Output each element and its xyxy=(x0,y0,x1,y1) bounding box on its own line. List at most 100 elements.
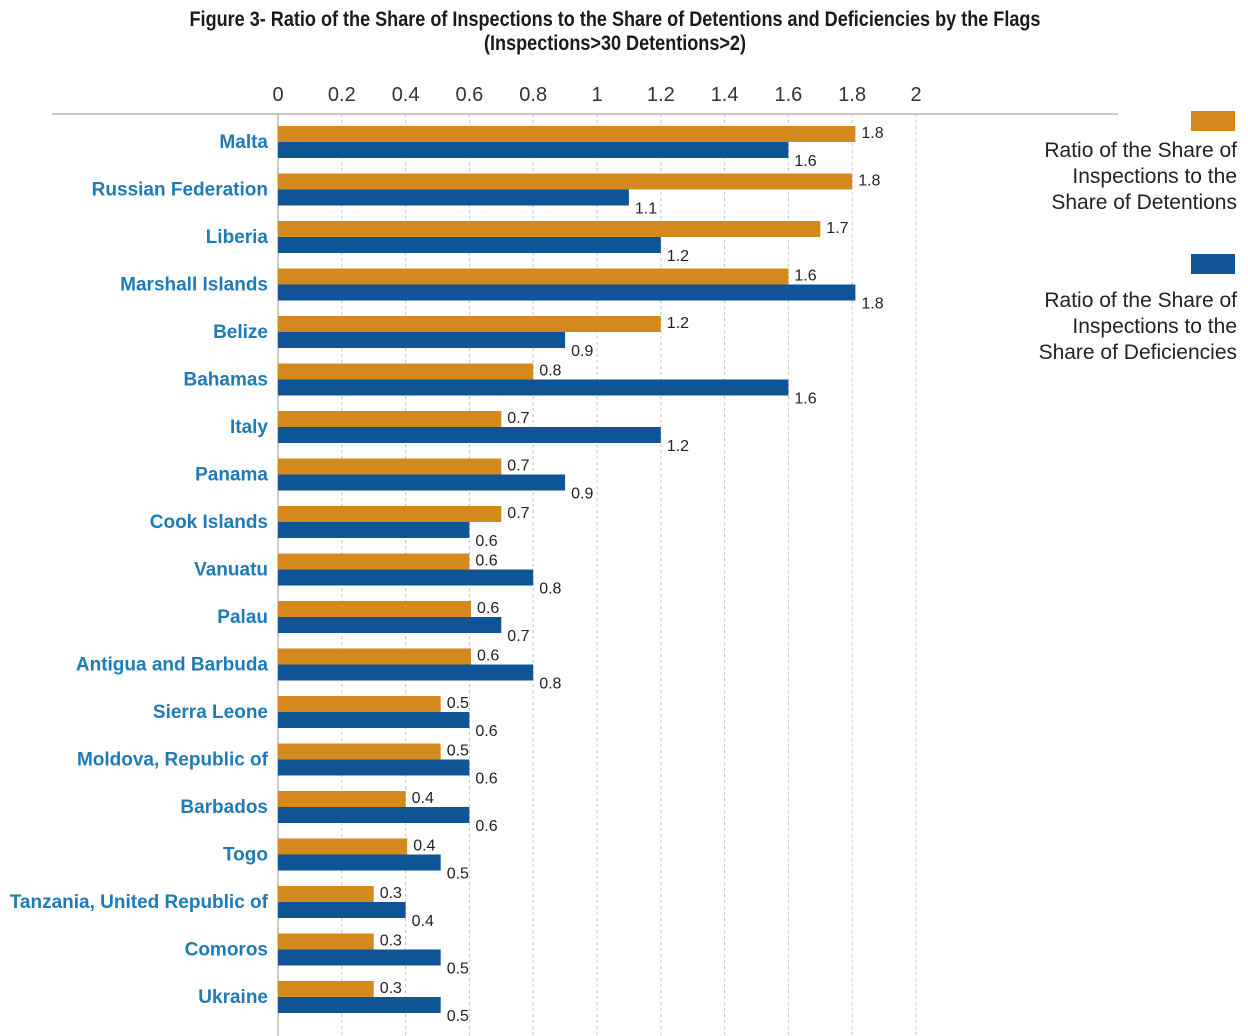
data-label: 0.4 xyxy=(412,790,434,807)
x-tick-label: 1 xyxy=(591,84,602,106)
category-label: Malta xyxy=(219,132,268,153)
category-label: Moldova, Republic of xyxy=(77,750,269,771)
bar-deficiencies xyxy=(278,522,470,538)
category-label: Vanuatu xyxy=(194,560,268,581)
data-label: 0.5 xyxy=(447,695,469,712)
labels: Malta 1.8 1.6 Russian Federation 1.8 1.1 Liber… xyxy=(10,125,884,1025)
data-label: 1.6 xyxy=(794,153,816,170)
bar-deficiencies xyxy=(278,379,789,396)
bar-deficiencies xyxy=(278,427,661,443)
category-label: Antigua and Barbuda xyxy=(76,655,269,676)
bar-deficiencies xyxy=(278,807,470,823)
x-tick-label: 0 xyxy=(272,84,283,106)
bar-detentions xyxy=(278,363,534,380)
category-label: Togo xyxy=(223,845,268,866)
bar-deficiencies xyxy=(278,759,470,776)
data-label: 0.5 xyxy=(447,743,469,760)
category-label: Marshall Islands xyxy=(120,275,268,296)
bar-detentions xyxy=(278,126,856,142)
category-label: Italy xyxy=(230,417,268,438)
bar-deficiencies xyxy=(278,569,534,586)
bar-detentions xyxy=(278,601,471,617)
x-tick-label: 1.2 xyxy=(647,84,675,106)
bar-detentions xyxy=(278,506,502,522)
bar-deficiencies xyxy=(278,949,441,966)
data-label: 0.4 xyxy=(413,838,435,855)
data-label: 1.8 xyxy=(861,125,883,142)
bar-detentions xyxy=(278,838,408,855)
bar-detentions xyxy=(278,743,441,760)
x-tick-label: 1.6 xyxy=(774,84,802,106)
legend-label: Inspections to the xyxy=(1072,165,1237,188)
chart-title: Figure 3- Ratio of the Share of Inspecti… xyxy=(86,8,1144,56)
x-tick-label: 0.2 xyxy=(328,84,356,106)
bar-detentions xyxy=(278,933,374,950)
bar-deficiencies xyxy=(278,902,406,918)
bar-detentions xyxy=(278,411,502,427)
data-label: 0.8 xyxy=(539,676,561,693)
data-label: 1.2 xyxy=(667,315,689,332)
data-label: 0.6 xyxy=(475,723,497,740)
data-label: 0.7 xyxy=(507,505,529,522)
category-label: Cook Islands xyxy=(150,512,268,533)
data-label: 0.5 xyxy=(447,866,469,883)
data-label: 0.6 xyxy=(475,553,497,570)
category-label: Russian Federation xyxy=(92,180,268,201)
bar-deficiencies xyxy=(278,854,441,871)
bar-deficiencies xyxy=(278,237,661,253)
data-label: 0.8 xyxy=(539,363,561,380)
category-label: Liberia xyxy=(206,227,269,248)
bar-detentions xyxy=(278,696,441,712)
category-label: Bahamas xyxy=(184,370,269,391)
data-label: 0.3 xyxy=(380,885,402,902)
legend-label: Inspections to the xyxy=(1072,315,1237,338)
bar-detentions xyxy=(278,791,406,807)
bar-deficiencies xyxy=(278,189,629,206)
data-label: 1.6 xyxy=(794,391,816,408)
data-label: 0.9 xyxy=(571,343,593,360)
legend: Ratio of the Share of Inspections to the S… xyxy=(1039,111,1237,364)
data-label: 0.7 xyxy=(507,410,529,427)
data-label: 0.4 xyxy=(412,913,434,930)
chart-title-line-2: (Inspections>30 Detentions>2) xyxy=(484,32,746,55)
bar-deficiencies xyxy=(278,997,441,1013)
category-label: Sierra Leone xyxy=(153,702,268,723)
category-label: Comoros xyxy=(185,940,268,961)
bars xyxy=(278,126,856,1013)
x-tick-label: 1.4 xyxy=(711,84,739,106)
category-label: Tanzania, United Republic of xyxy=(10,892,269,913)
bar-deficiencies xyxy=(278,474,566,491)
legend-swatch-deficiencies xyxy=(1191,254,1235,274)
bar-detentions xyxy=(278,221,821,237)
data-label: 1.1 xyxy=(635,201,657,218)
data-label: 1.8 xyxy=(861,296,883,313)
data-label: 0.7 xyxy=(507,628,529,645)
data-label: 1.8 xyxy=(858,173,880,190)
bar-detentions xyxy=(278,981,374,997)
bar-detentions xyxy=(278,458,502,475)
bar-detentions xyxy=(278,268,789,285)
bar-detentions xyxy=(278,173,853,190)
data-label: 1.6 xyxy=(794,268,816,285)
category-label: Belize xyxy=(213,322,268,343)
bar-detentions xyxy=(278,648,471,665)
x-axis-ticks: 0 0.2 0.4 0.6 0.8 1 1.2 1.4 1.6 1.8 2 xyxy=(272,84,921,106)
x-tick-label: 0.8 xyxy=(519,84,547,106)
grid-lines xyxy=(52,113,1118,1036)
data-label: 0.3 xyxy=(380,933,402,950)
data-label: 0.7 xyxy=(507,458,529,475)
category-label: Barbados xyxy=(180,797,268,818)
bar-deficiencies xyxy=(278,332,566,348)
category-label: Panama xyxy=(195,465,268,486)
data-label: 0.6 xyxy=(475,533,497,550)
bar-detentions xyxy=(278,553,470,570)
chart-title-line-1: Figure 3- Ratio of the Share of Inspecti… xyxy=(189,8,1041,31)
legend-label: Share of Detentions xyxy=(1051,191,1237,214)
bar-detentions xyxy=(278,316,661,332)
data-label: 0.8 xyxy=(539,581,561,598)
data-label: 0.6 xyxy=(475,771,497,788)
bar-deficiencies xyxy=(278,284,856,301)
data-label: 0.6 xyxy=(475,818,497,835)
legend-label: Ratio of the Share of xyxy=(1044,289,1237,312)
legend-swatch-detentions xyxy=(1191,111,1235,131)
